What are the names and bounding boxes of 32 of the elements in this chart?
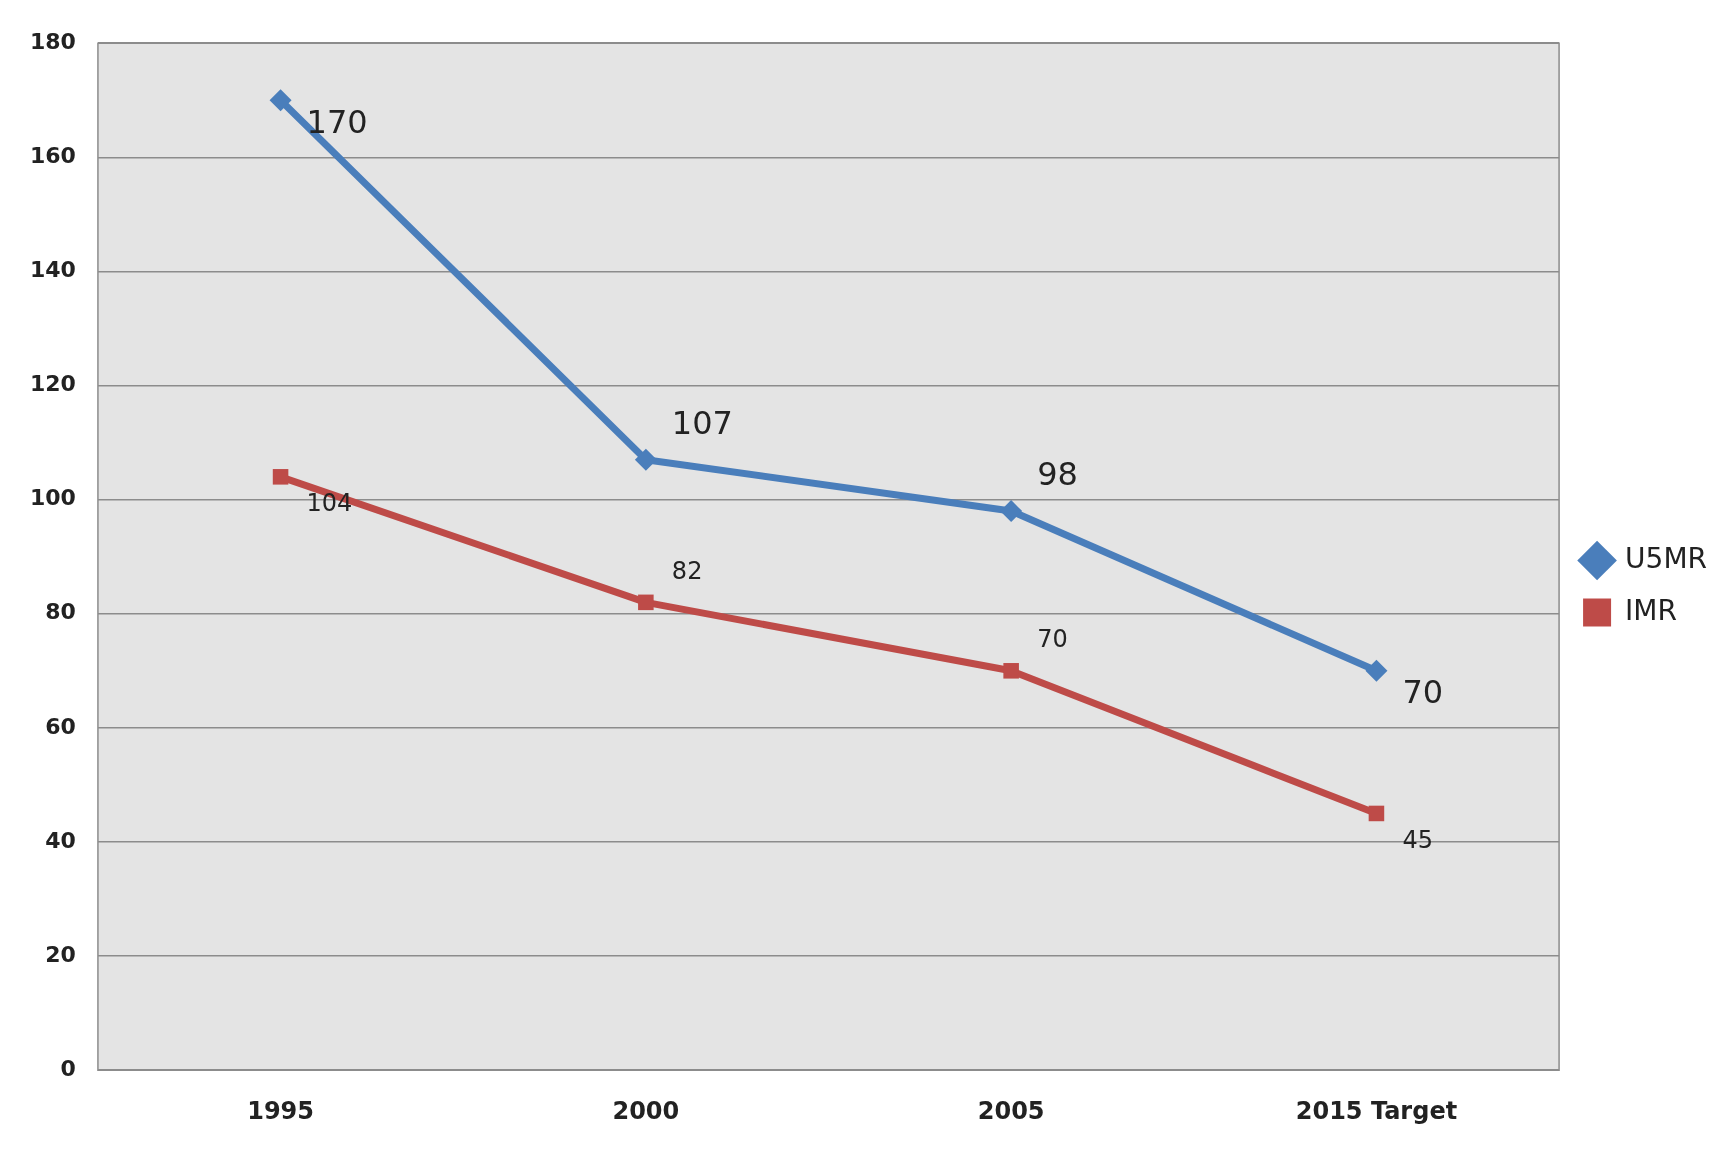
x-tick-label: 1995	[247, 1096, 314, 1125]
data-label: 70	[1402, 673, 1444, 712]
data-label: 82	[671, 556, 703, 585]
x-tick-label: 2005	[977, 1096, 1045, 1125]
data-label: 107	[671, 404, 733, 443]
point	[1368, 805, 1385, 822]
y-tick-label: 160	[29, 143, 76, 169]
y-tick-label: 120	[29, 371, 76, 397]
y-tick-label: 0	[60, 1055, 76, 1081]
y-tick-label: 140	[29, 257, 76, 283]
point	[1003, 663, 1019, 679]
x-tick-label: 2000	[612, 1096, 680, 1125]
data-label: 98	[1037, 455, 1078, 494]
point	[634, 448, 657, 471]
y-tick-label: 60	[45, 713, 76, 739]
data-label: 45	[1402, 825, 1433, 854]
y-tick-label: 80	[45, 599, 76, 625]
point	[269, 89, 292, 112]
data-label: 170	[306, 102, 368, 141]
point	[1365, 659, 1388, 682]
x-tick-label: 2015 Target	[1295, 1096, 1458, 1125]
point	[272, 469, 289, 485]
y-tick-label: 100	[29, 485, 76, 511]
data-label: 70	[1037, 625, 1068, 654]
point	[1000, 500, 1023, 523]
point	[638, 594, 654, 611]
legend-label: U5MR	[1625, 541, 1707, 575]
legend-label: IMR	[1625, 593, 1677, 627]
data-label: 104	[306, 489, 353, 518]
y-tick-label: 180	[29, 28, 76, 54]
y-tick-label: 20	[45, 941, 76, 967]
y-tick-label: 40	[45, 827, 76, 853]
